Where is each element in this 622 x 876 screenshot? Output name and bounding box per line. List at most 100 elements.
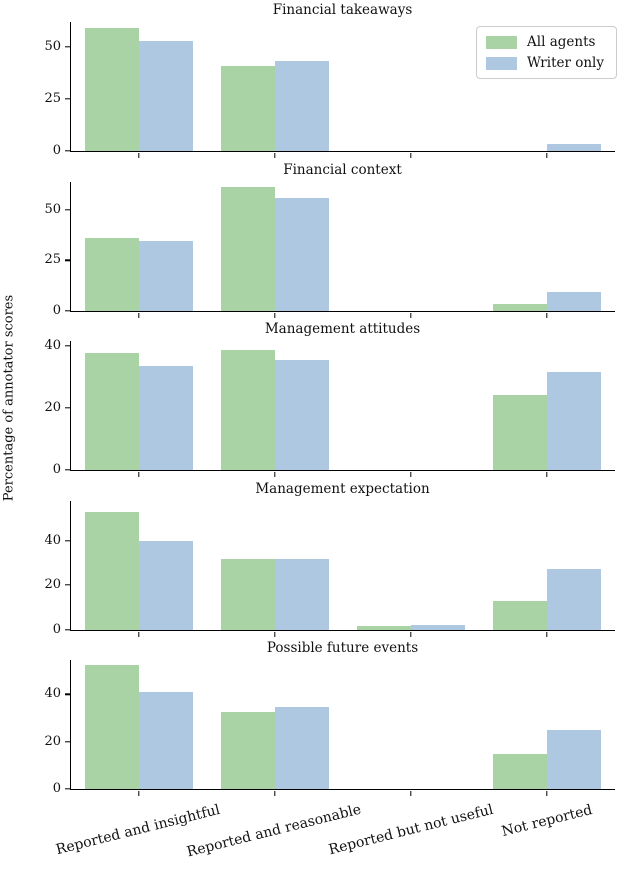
bar-writer-only (547, 143, 601, 151)
subplot-title: Management attitudes (264, 321, 421, 337)
y-tick-label: 20 (44, 733, 61, 749)
y-tick-label: 25 (44, 90, 61, 106)
y-tick-label: 50 (44, 201, 61, 217)
y-tick-mark (65, 259, 70, 261)
bar-all-agents (85, 664, 139, 789)
y-tick-mark (65, 344, 70, 347)
legend-item-all-agents: All agents (486, 34, 604, 50)
plot-area: 0 20 40 (44, 660, 615, 796)
bar-all-agents (493, 600, 547, 630)
bar-all-agents (85, 511, 139, 630)
bar-writer-only (275, 359, 329, 470)
x-tick-mark (410, 153, 412, 158)
bar-writer-only (275, 197, 329, 311)
y-tick-mark (65, 539, 70, 542)
legend: All agents Writer only (476, 26, 617, 79)
plot-area: 0 20 40 (44, 500, 615, 637)
y-tick-mark (65, 98, 70, 100)
bar-writer-only (139, 540, 193, 630)
bar-writer-only (139, 240, 193, 311)
y-tick-label: 0 (52, 621, 61, 637)
x-tick-mark (274, 631, 276, 637)
bar-all-agents (493, 753, 547, 789)
bar-writer-only (411, 624, 465, 630)
bar-writer-only (547, 372, 601, 470)
x-tick-mark (546, 791, 548, 796)
bar-writer-only (547, 292, 601, 311)
subplot-1: Financial takeaways 0 25 50 (0, 0, 622, 160)
y-tick-mark (65, 309, 70, 312)
y-tick-label: 20 (44, 577, 61, 593)
plot-area: 0 20 40 (44, 338, 615, 477)
x-axis-labels: Reported and insightful Reported and reas… (0, 798, 622, 876)
y-tick-mark (65, 469, 70, 471)
x-tick-mark (410, 791, 412, 796)
y-tick-label: 40 (44, 337, 61, 353)
bar-all-agents (221, 65, 275, 151)
y-tick-label: 40 (44, 686, 61, 702)
x-tick-mark (546, 472, 548, 477)
legend-item-writer-only: Writer only (486, 55, 604, 71)
subplots: Financial takeaways 0 25 50 Financial contex… (0, 0, 622, 798)
bar-all-agents (221, 712, 275, 789)
x-tick-mark (410, 312, 412, 318)
bar-all-agents (357, 626, 411, 630)
x-tick-mark (274, 153, 276, 158)
bar-writer-only (275, 707, 329, 789)
y-tick-mark (65, 584, 70, 586)
x-tick-mark (546, 631, 548, 637)
bar-writer-only (275, 60, 329, 151)
subplot-title: Management expectation (255, 480, 430, 497)
y-tick-mark (65, 788, 70, 790)
y-tick-mark (65, 46, 70, 48)
x-tick-mark (274, 472, 276, 477)
bar-writer-only (547, 569, 601, 630)
y-tick-label: 50 (44, 38, 61, 54)
y-tick-mark (65, 150, 70, 152)
plot-area: 0 25 50 (44, 181, 615, 318)
y-tick-label: 0 (52, 462, 61, 477)
y-tick-mark (65, 740, 70, 743)
bar-all-agents (221, 350, 275, 470)
x-tick-mark (138, 472, 140, 477)
subplot-2: Financial context 0 25 50 (0, 160, 622, 320)
x-tick-mark (546, 312, 548, 318)
bar-all-agents (221, 559, 275, 630)
x-tick-mark (274, 791, 276, 796)
bar-writer-only (275, 559, 329, 630)
x-tick-mark (138, 631, 140, 637)
y-tick-label: 20 (44, 399, 61, 415)
y-tick-mark (65, 693, 70, 696)
bar-writer-only (547, 729, 601, 789)
x-tick-mark (410, 472, 412, 477)
y-tick-label: 25 (44, 252, 61, 268)
bar-all-agents (493, 395, 547, 470)
legend-swatch-all-agents (486, 35, 518, 49)
subplot-title: Financial context (283, 161, 402, 178)
bar-all-agents (85, 237, 139, 311)
x-tick-mark (410, 631, 412, 637)
y-tick-mark (65, 407, 70, 409)
bar-all-agents (85, 28, 139, 151)
y-tick-mark (65, 628, 70, 631)
x-tick-mark (138, 153, 140, 158)
x-tick-mark (274, 312, 276, 318)
y-tick-label: 40 (44, 532, 61, 548)
subplot-5: Possible future events 0 20 40 (0, 638, 622, 798)
bar-writer-only (139, 40, 193, 151)
x-tick-mark (138, 791, 140, 796)
bar-all-agents (85, 353, 139, 470)
y-tick-label: 0 (52, 781, 61, 796)
subplot-3: Management attitudes 0 20 40 (0, 319, 622, 479)
bar-writer-only (139, 691, 193, 789)
x-tick-mark (546, 153, 548, 158)
bar-all-agents (221, 186, 275, 311)
x-tick-mark (138, 312, 140, 318)
y-tick-label: 0 (52, 302, 61, 318)
legend-label-all-agents: All agents (527, 34, 596, 50)
subplot-title: Financial takeaways (272, 2, 413, 18)
bar-all-agents (493, 304, 547, 311)
bar-writer-only (139, 365, 193, 470)
legend-swatch-writer-only (486, 56, 518, 70)
